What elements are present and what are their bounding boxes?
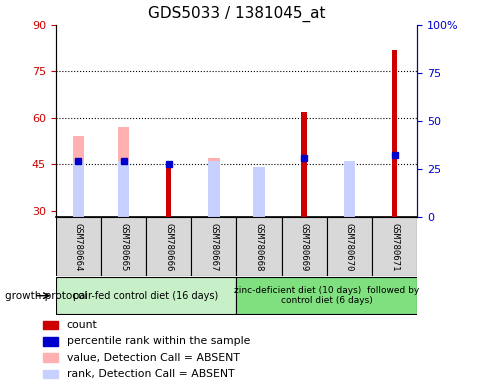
Bar bbox=[146, 217, 191, 276]
Text: count: count bbox=[66, 320, 97, 330]
Bar bbox=[43, 337, 58, 346]
Text: GSM780666: GSM780666 bbox=[164, 223, 173, 271]
Bar bbox=[191, 217, 236, 276]
Bar bbox=[253, 170, 264, 217]
Text: value, Detection Call = ABSENT: value, Detection Call = ABSENT bbox=[66, 353, 239, 362]
Bar bbox=[56, 217, 101, 276]
Text: GSM780671: GSM780671 bbox=[389, 223, 398, 271]
Text: GSM780665: GSM780665 bbox=[119, 223, 128, 271]
Text: pair-fed control diet (16 days): pair-fed control diet (16 days) bbox=[74, 291, 218, 301]
Text: GSM780670: GSM780670 bbox=[344, 223, 353, 271]
Text: GSM780668: GSM780668 bbox=[254, 223, 263, 271]
Bar bbox=[343, 161, 354, 217]
Bar bbox=[208, 161, 219, 217]
Text: GSM780667: GSM780667 bbox=[209, 223, 218, 271]
Text: GSM780669: GSM780669 bbox=[299, 223, 308, 271]
Bar bbox=[236, 217, 281, 276]
Bar bbox=[43, 370, 58, 378]
Bar bbox=[253, 167, 264, 217]
Bar bbox=[301, 112, 306, 217]
Bar bbox=[281, 217, 326, 276]
Bar bbox=[371, 217, 416, 276]
Bar bbox=[73, 136, 84, 217]
Bar bbox=[208, 158, 219, 217]
Bar bbox=[43, 321, 58, 329]
Text: zinc-deficient diet (10 days)  followed by
control diet (6 days): zinc-deficient diet (10 days) followed b… bbox=[234, 286, 419, 305]
Bar bbox=[43, 353, 58, 362]
Bar bbox=[391, 50, 396, 217]
Text: rank, Detection Call = ABSENT: rank, Detection Call = ABSENT bbox=[66, 369, 234, 379]
Bar bbox=[118, 127, 129, 217]
Bar bbox=[343, 161, 354, 217]
Text: GSM780664: GSM780664 bbox=[74, 223, 83, 271]
Text: percentile rank within the sample: percentile rank within the sample bbox=[66, 336, 249, 346]
Title: GDS5033 / 1381045_at: GDS5033 / 1381045_at bbox=[148, 6, 324, 22]
Text: growth protocol: growth protocol bbox=[5, 291, 87, 301]
Bar bbox=[326, 217, 371, 276]
Bar bbox=[118, 161, 129, 217]
Bar bbox=[101, 217, 146, 276]
Bar bbox=[236, 277, 416, 314]
Bar bbox=[166, 164, 171, 217]
Bar bbox=[73, 161, 84, 217]
Bar bbox=[56, 277, 236, 314]
